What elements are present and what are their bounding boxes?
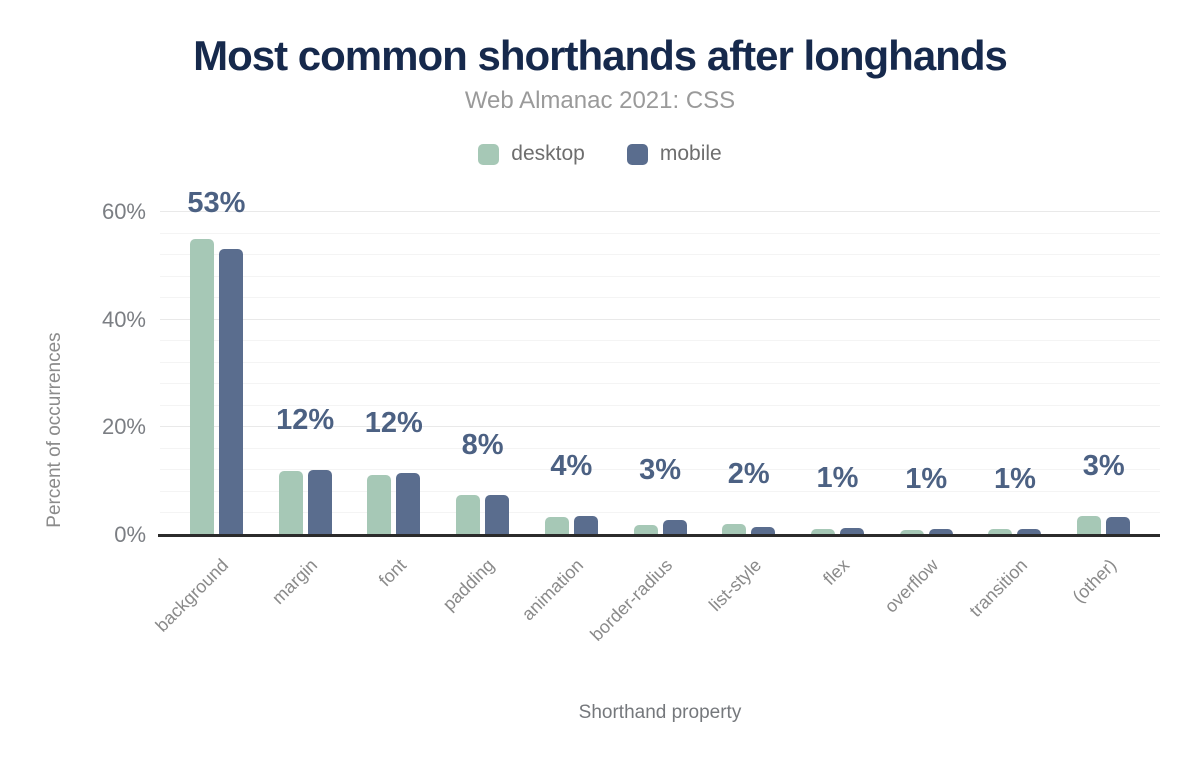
chart-subtitle: Web Almanac 2021: CSS [464,87,736,114]
bar-group-animation: 4% [527,212,616,535]
bar-group-border-radius: 3% [616,212,705,535]
x-axis-labels: background margin font padding animation bord… [152,545,1160,655]
desktop-bar [633,524,658,535]
desktop-bar [811,528,835,535]
legend-item-mobile: mobile [626,142,722,166]
bar-value-label: 1% [816,462,859,495]
bar-group-list-style: 2% [704,212,793,535]
x-category-label: margin [268,555,322,609]
mobile-bar [573,515,598,535]
mobile-bar [485,494,510,535]
gridline [160,297,1160,299]
mobile-bar [1106,516,1131,535]
bar-value-label: 3% [639,454,681,487]
legend: desktop mobile [0,142,1200,166]
y-tick-label: 40% [101,306,146,332]
gridline [160,383,1160,385]
mobile-swatch-icon [626,143,648,165]
bar-group-font: 12% [349,212,438,535]
desktop-bar [189,239,214,535]
plot-area: 53% 12% 12% 8% 4% 3% 2% 1% 1% 1% 3% 0% 20% 40% 60% [102,187,1160,546]
desktop-bar [278,470,303,535]
y-axis-title: Percent of occurrences [44,332,65,528]
bar-value-label: 12% [276,404,335,437]
bar-group-other: 3% [1059,212,1148,535]
bar-value-label: 8% [461,428,504,461]
x-axis-title: Shorthand property [578,702,742,723]
gridline [160,361,1160,363]
bar-value-label: 3% [1082,450,1125,483]
bar-groups: 53% 12% 12% 8% 4% 3% 2% 1% 1% 1% 3% [160,187,1160,535]
bar-value-label: 1% [994,462,1036,495]
mobile-bar [1017,529,1042,535]
x-category-label: (other) [1068,555,1120,607]
gridline [160,232,1160,234]
gridline [160,447,1160,449]
legend-item-desktop: desktop [478,142,585,166]
x-category-label: list-style [704,555,765,616]
bar-value-label: 53% [187,187,246,219]
gridline [160,490,1160,492]
mobile-bar [751,526,776,535]
mobile-bar [662,520,687,535]
y-tick-label: 0% [114,522,146,547]
y-tick-label: 60% [101,199,146,224]
desktop-bar [544,517,569,535]
bar-group-overflow: 1% [882,212,971,535]
desktop-bar [988,528,1013,535]
x-axis-line [158,534,1160,537]
gridline [160,254,1160,256]
desktop-bar [367,475,392,535]
y-tick-label: 20% [101,414,146,440]
desktop-bar [456,495,481,535]
gridline [160,340,1160,342]
bar-value-label: 2% [727,458,770,491]
bar-group-flex: 1% [793,212,882,535]
x-category-label: border-radius [586,555,677,645]
bar-value-label: 12% [364,406,423,439]
chart-title: Most common shorthands after longhands [193,32,1008,79]
x-category-label: overflow [880,555,943,617]
gridline [160,211,1160,212]
x-category-label: animation [518,555,588,625]
x-category-label: flex [819,555,854,589]
x-category-label: font [374,555,410,591]
mobile-bar [218,248,243,535]
gridline [160,469,1160,471]
x-category-label: transition [965,555,1032,621]
bar-group-transition: 1% [971,212,1060,535]
mobile-bar [307,470,332,535]
gridline [160,318,1160,320]
bar-group-background: 53% [172,187,261,535]
bar-group-margin: 12% [261,212,350,535]
bar-group-padding: 8% [438,212,527,535]
legend-label-desktop: desktop [511,142,585,165]
mobile-bar [928,528,953,535]
gridline [160,404,1160,406]
x-category-label: padding [439,555,499,615]
gridline [160,512,1160,514]
desktop-bar [722,524,747,535]
mobile-bar [396,472,421,535]
mobile-bar [840,528,864,535]
x-category-label: background [151,555,233,636]
gridline [160,426,1160,428]
legend-label-mobile: mobile [659,142,722,165]
desktop-bar [1077,516,1102,535]
desktop-bar [899,530,924,535]
desktop-swatch-icon [478,143,500,165]
gridline [160,275,1160,277]
bar-value-label: 4% [550,449,593,482]
bar-value-label: 1% [905,462,948,495]
